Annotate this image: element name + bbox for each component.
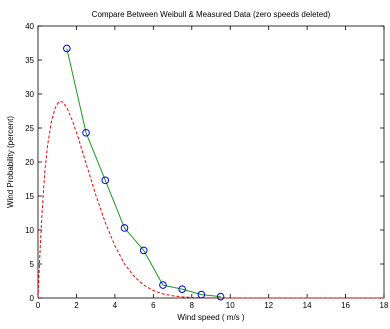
x-tick-label: 0	[36, 301, 41, 310]
x-ticks: 0 2 4 6 8 10 12 14 16 18	[36, 26, 389, 310]
y-tick-label: 35	[25, 56, 34, 65]
y-tick-label: 0	[30, 294, 35, 303]
x-tick-label: 14	[303, 301, 312, 310]
measured-point	[159, 281, 167, 289]
measured-point	[82, 128, 90, 137]
x-tick-label: 10	[226, 301, 235, 310]
measured-point	[101, 176, 110, 185]
y-tick-label: 25	[25, 124, 34, 133]
measured-point	[139, 246, 148, 255]
x-tick-label: 8	[190, 301, 195, 310]
x-tick-label: 18	[380, 301, 389, 310]
x-tick-label: 4	[113, 301, 118, 310]
x-tick-label: 12	[264, 301, 273, 310]
y-tick-label: 40	[25, 22, 34, 31]
measured-point	[197, 290, 206, 299]
measured-point	[120, 224, 129, 232]
chart-title: Compare Between Weibull & Measured Data …	[92, 10, 331, 19]
measured-point	[216, 292, 225, 301]
y-tick-label: 15	[25, 192, 34, 201]
x-tick-label: 2	[74, 301, 79, 310]
y-tick-label: 30	[25, 90, 34, 99]
weibull-curve	[37, 100, 384, 299]
y-tick-label: 20	[25, 158, 34, 167]
x-axis-label: Wind speed ( m/s )	[177, 313, 244, 322]
x-tick-label: 16	[341, 301, 350, 310]
plot-area	[37, 25, 385, 299]
series-layer	[37, 44, 384, 301]
measured-line	[66, 48, 221, 298]
y-ticks: 0 5 10 15 20 25 30 35 40	[25, 22, 384, 303]
y-tick-label: 5	[30, 260, 35, 269]
y-tick-label: 10	[25, 226, 34, 235]
x-tick-label: 6	[151, 301, 156, 310]
y-axis-label: Wind Probability (percent)	[6, 116, 15, 208]
measured-point	[63, 44, 71, 53]
measured-point	[178, 285, 186, 293]
